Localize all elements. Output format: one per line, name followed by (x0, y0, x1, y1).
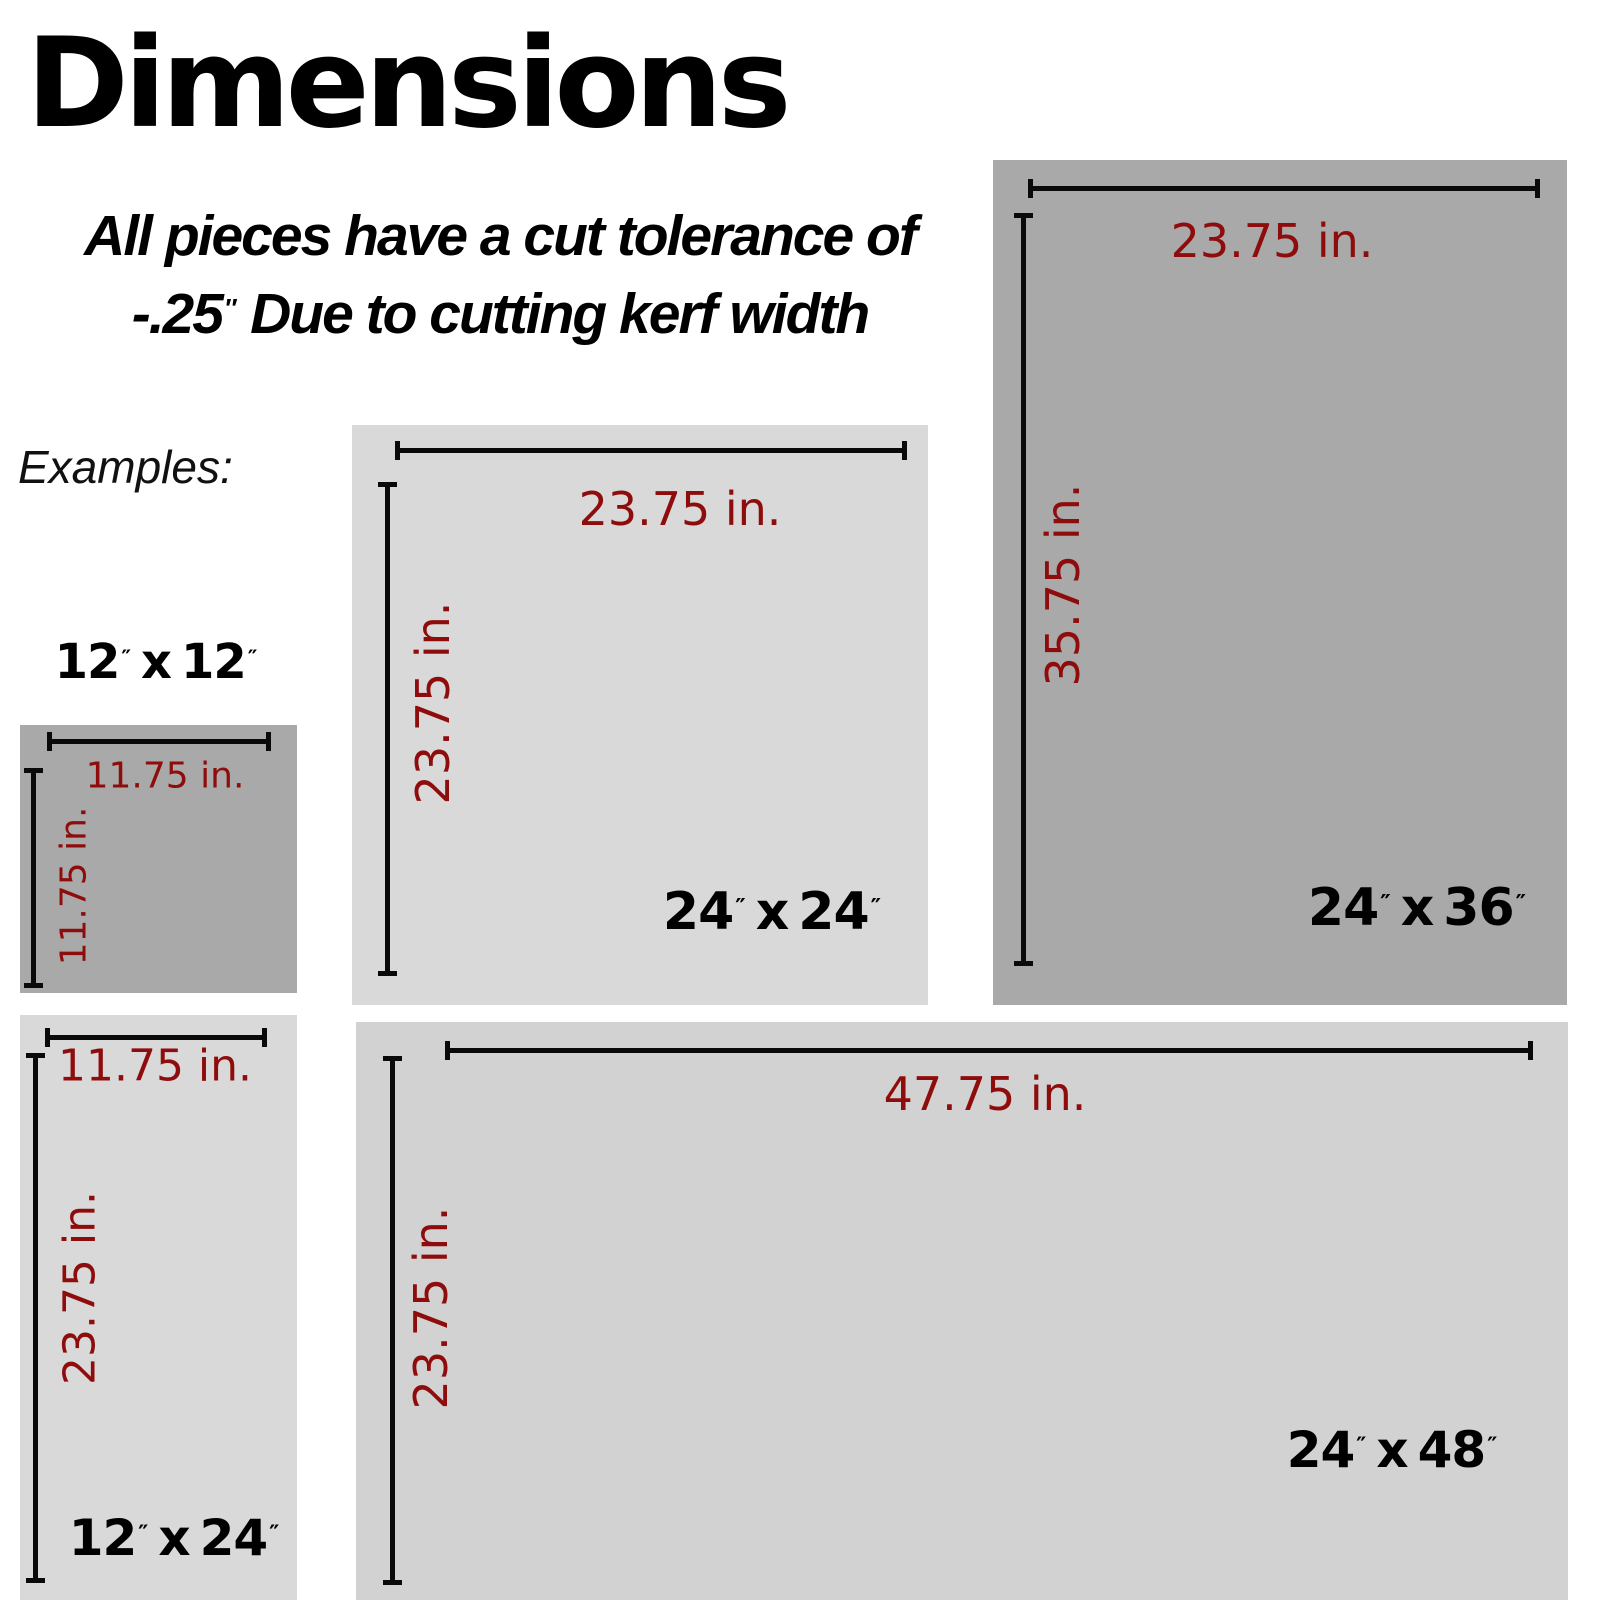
width-dimension-label-24x48: 47.75 in. (883, 1067, 1087, 1121)
width-dimension-line-24x36 (1028, 179, 1540, 198)
height-dimension-line-24x48 (383, 1056, 402, 1585)
dim-tick (262, 1028, 267, 1047)
size-label-24x48: 24″ x 48″ (1286, 1421, 1498, 1479)
size-label-24x36: 24″ x 36″ (1307, 878, 1527, 938)
dim-tick (24, 768, 43, 773)
panel-12x24 (20, 1015, 297, 1600)
dim-tick (383, 1056, 402, 1061)
inch-mark: ″ (121, 645, 132, 671)
panel-12x12 (20, 725, 297, 993)
height-dimension-label-24x48: 23.75 in. (404, 1206, 458, 1410)
height-dimension-label-12x24: 23.75 in. (54, 1190, 106, 1386)
height-dimension-line-24x36 (1014, 213, 1033, 966)
dim-tick (1028, 179, 1033, 198)
inch-mark: ″ (138, 1521, 149, 1548)
width-dimension-line-12x12 (47, 732, 271, 751)
dim-tick (902, 441, 907, 460)
dim-tick (1535, 179, 1540, 198)
height-dimension-label-12x12: 11.75 in. (53, 806, 95, 966)
dim-tick (383, 1580, 402, 1585)
dim-tick (26, 1053, 45, 1058)
width-dimension-label-12x12: 11.75 in. (85, 755, 245, 797)
subtitle: All pieces have a cut tolerance of -.25″… (0, 198, 1000, 353)
inch-mark: ″ (1487, 1433, 1498, 1460)
dim-tick (1014, 961, 1033, 966)
height-dimension-label-24x24: 23.75 in. (406, 601, 460, 805)
subtitle-line-2: -.25″ Due to cutting kerf width (131, 281, 871, 346)
inch-mark: ″ (735, 892, 746, 921)
height-dimension-label-24x36: 35.75 in. (1036, 483, 1090, 687)
panel-24x24 (352, 425, 928, 1005)
panel-24x36 (993, 160, 1567, 1005)
height-dimension-line-12x24 (26, 1053, 45, 1583)
width-dimension-line-12x24 (45, 1028, 267, 1047)
dim-tick (445, 1041, 450, 1060)
dim-tick (26, 1578, 45, 1583)
size-label-12x12: 12″ x 12″ (54, 634, 258, 690)
dim-tick (378, 971, 397, 976)
panel-24x48 (356, 1022, 1568, 1600)
dim-tick (1528, 1041, 1533, 1060)
page-title: Dimensions (26, 12, 792, 156)
width-dimension-line-24x24 (395, 441, 907, 460)
width-dimension-line-24x48 (445, 1041, 1533, 1060)
inch-mark: ″ (247, 645, 258, 671)
width-dimension-label-24x36: 23.75 in. (1170, 214, 1374, 268)
size-label-12x24: 12″ x 24″ (68, 1509, 280, 1567)
subtitle-line-1: All pieces have a cut tolerance of (84, 204, 918, 268)
inch-mark: ″ (223, 294, 237, 323)
dim-tick (395, 441, 400, 460)
size-label-24x24: 24″ x 24″ (662, 882, 882, 942)
dim-tick (266, 732, 271, 751)
inch-mark: ″ (870, 892, 882, 921)
inch-mark: ″ (269, 1521, 280, 1548)
dim-tick (45, 1028, 50, 1047)
height-dimension-line-12x12 (24, 768, 43, 988)
dim-tick (47, 732, 52, 751)
inch-mark: ″ (1515, 888, 1527, 917)
width-dimension-label-12x24: 11.75 in. (57, 1040, 253, 1092)
dim-tick (1014, 213, 1033, 218)
inch-mark: ″ (1356, 1433, 1367, 1460)
dim-tick (378, 482, 397, 487)
height-dimension-line-24x24 (378, 482, 397, 976)
dim-tick (24, 983, 43, 988)
inch-mark: ″ (1380, 888, 1391, 917)
width-dimension-label-24x24: 23.75 in. (578, 482, 782, 536)
examples-label: Examples: (18, 441, 233, 493)
